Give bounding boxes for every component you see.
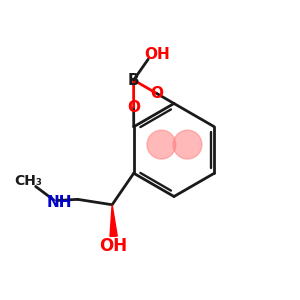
Polygon shape <box>110 205 117 236</box>
Text: B: B <box>128 73 140 88</box>
Text: OH: OH <box>100 237 128 255</box>
Text: O: O <box>127 100 140 115</box>
Text: NH: NH <box>47 195 72 210</box>
Text: O: O <box>151 86 164 101</box>
Text: OH: OH <box>144 47 169 62</box>
Circle shape <box>147 130 176 159</box>
Text: CH₃: CH₃ <box>14 174 42 188</box>
Circle shape <box>173 130 202 159</box>
